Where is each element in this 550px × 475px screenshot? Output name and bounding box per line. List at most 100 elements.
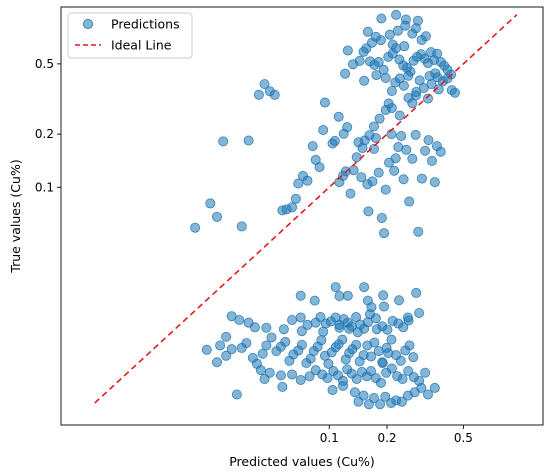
data-point	[314, 162, 325, 173]
legend: Predictions Ideal Line	[67, 12, 193, 59]
data-point	[280, 336, 291, 347]
data-point	[396, 131, 407, 142]
data-point	[365, 351, 376, 362]
data-point	[211, 357, 222, 368]
data-point	[361, 43, 372, 54]
data-point	[383, 348, 394, 359]
data-point	[302, 175, 313, 186]
data-point	[433, 84, 444, 95]
ticks-layer: 0.1 0.2 0.5 0.1 0.2 0.5	[35, 57, 473, 445]
points-layer	[190, 9, 460, 410]
data-point	[397, 373, 408, 384]
data-point	[201, 344, 212, 355]
data-point	[205, 198, 216, 209]
data-point	[380, 391, 391, 402]
ideal-line-layer	[94, 14, 518, 404]
data-point	[399, 41, 410, 52]
legend-marker-predictions	[83, 18, 94, 29]
data-point	[422, 93, 433, 104]
data-point	[296, 339, 307, 350]
data-point	[318, 125, 329, 136]
data-point	[351, 373, 362, 384]
data-point	[266, 332, 277, 343]
legend-label-predictions: Predictions	[111, 17, 180, 32]
data-point	[356, 172, 367, 183]
legend-label-ideal-line: Ideal Line	[111, 38, 172, 53]
data-point	[389, 165, 400, 176]
data-point	[259, 79, 270, 90]
data-point	[337, 334, 348, 345]
y-tick-label: 0.5	[35, 57, 54, 71]
data-point	[408, 352, 419, 363]
data-point	[416, 173, 427, 184]
data-point	[410, 129, 421, 140]
data-point	[329, 135, 340, 146]
data-point	[396, 396, 407, 407]
y-tick-label: 0.2	[35, 127, 54, 141]
x-axis-label: Predicted values (Cu%)	[229, 454, 375, 469]
data-point	[398, 174, 409, 185]
data-point	[403, 92, 414, 103]
data-point	[371, 324, 382, 335]
data-point	[414, 75, 425, 86]
data-point	[333, 111, 344, 122]
data-point	[414, 307, 425, 318]
data-point	[261, 322, 272, 333]
data-point	[379, 301, 390, 312]
data-point	[394, 110, 405, 121]
legend-box	[67, 12, 193, 59]
data-point	[422, 389, 433, 400]
data-point	[362, 26, 373, 37]
data-point	[322, 373, 333, 384]
data-point	[367, 176, 378, 187]
data-point	[432, 48, 443, 59]
data-point	[295, 290, 306, 301]
data-point	[369, 337, 380, 348]
data-point	[293, 178, 304, 189]
data-point	[420, 31, 431, 42]
data-point	[375, 399, 386, 410]
data-point	[376, 212, 387, 223]
data-point	[358, 390, 369, 401]
data-point	[236, 221, 247, 232]
data-point	[386, 334, 397, 345]
data-point	[226, 344, 237, 355]
data-point	[275, 370, 286, 381]
data-point	[376, 13, 387, 24]
data-point	[304, 371, 315, 382]
data-point	[403, 366, 414, 377]
data-point	[398, 80, 409, 91]
data-point	[407, 153, 418, 164]
data-point	[386, 103, 397, 114]
data-point	[316, 335, 327, 346]
data-point	[424, 70, 435, 81]
data-point	[375, 377, 386, 388]
data-point	[429, 382, 440, 393]
data-point	[392, 25, 403, 36]
data-point	[218, 136, 229, 147]
data-point	[327, 385, 338, 396]
data-point	[404, 196, 415, 207]
data-point	[374, 113, 385, 124]
ideal-line	[94, 14, 518, 404]
data-point	[253, 89, 264, 100]
x-tick-label: 0.5	[454, 431, 473, 445]
data-point	[345, 188, 356, 199]
data-point	[420, 145, 431, 156]
data-point	[382, 324, 393, 335]
data-point	[351, 339, 362, 350]
data-point	[315, 312, 326, 323]
data-point	[259, 373, 270, 384]
data-point	[423, 135, 434, 146]
data-point	[211, 211, 222, 222]
data-point	[351, 152, 362, 163]
data-point	[380, 72, 391, 83]
data-point	[380, 184, 391, 195]
data-point	[342, 290, 353, 301]
data-point	[373, 57, 384, 68]
data-point	[370, 313, 381, 324]
data-point	[249, 322, 260, 333]
data-point	[359, 282, 370, 293]
data-point	[348, 165, 359, 176]
data-point	[334, 322, 345, 333]
